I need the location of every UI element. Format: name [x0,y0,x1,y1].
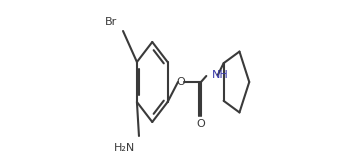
Text: H₂N: H₂N [114,143,135,153]
Text: O: O [197,119,205,129]
Text: NH: NH [211,70,228,80]
Text: Br: Br [104,17,117,27]
Text: O: O [177,77,186,87]
